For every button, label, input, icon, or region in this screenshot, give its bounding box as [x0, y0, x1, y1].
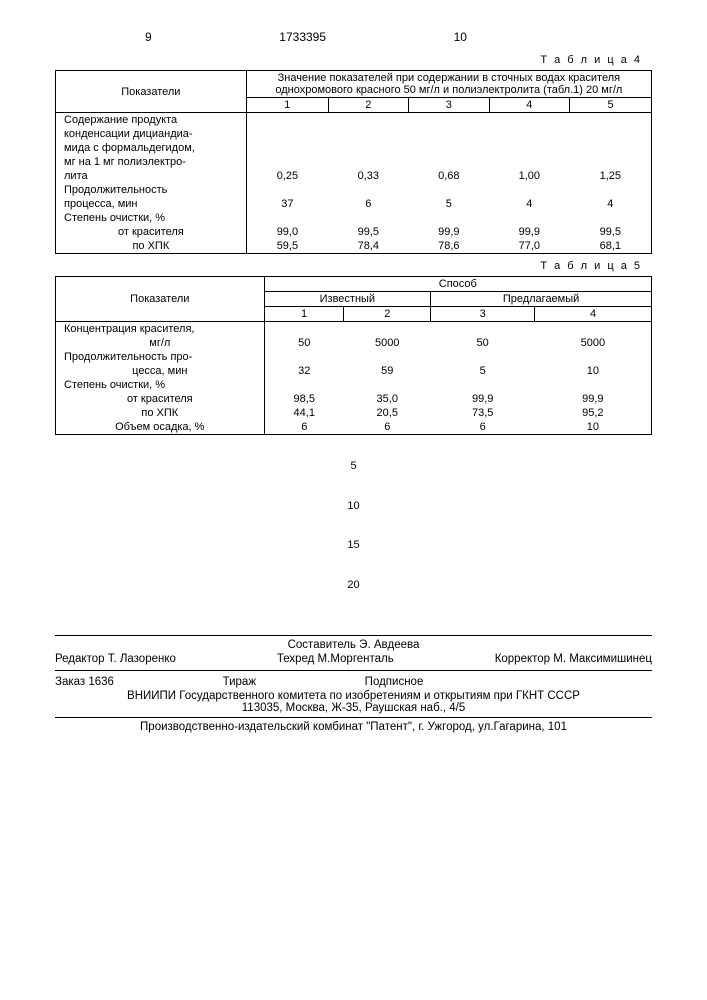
order: Заказ 1636	[55, 676, 114, 688]
page-header: 9 1733395 10	[55, 30, 652, 44]
t5-v2-1: 32	[264, 364, 344, 378]
t4-v3b-2: 99,5	[328, 225, 409, 239]
t4-v3b-5: 99,5	[570, 225, 652, 239]
t4-r3c: по ХПК	[56, 239, 247, 254]
t4-v2-4: 4	[489, 197, 570, 211]
table5-label: Т а б л и ц а 5	[55, 260, 642, 272]
print: Производственно-издательский комбинат "П…	[55, 721, 652, 733]
t5-v3b-1: 98,5	[264, 392, 344, 406]
compiler: Составитель Э. Авдеева	[55, 639, 652, 651]
t4-v2-3: 5	[409, 197, 490, 211]
ln15: 15	[55, 526, 652, 566]
t4-r1a: Содержание продукта	[56, 113, 247, 128]
t5-col3: 3	[431, 307, 535, 322]
t4-r1b: конденсации дициандиа-	[56, 127, 247, 141]
t4-v1-5: 1,25	[570, 169, 652, 183]
ln5: 5	[55, 447, 652, 487]
t4-r1d: мг на 1 мг полиэлектро-	[56, 155, 247, 169]
t4-v3c-3: 78,6	[409, 239, 490, 254]
t5-r3b: от красителя	[56, 392, 265, 406]
t4-v2-5: 4	[570, 197, 652, 211]
t5-v3c-3: 73,5	[431, 406, 535, 420]
t5-v1-4: 5000	[535, 336, 652, 350]
t5-r2b: цесса, мин	[56, 364, 265, 378]
t4-col5: 5	[570, 98, 652, 113]
techred: Техред М.Моргенталь	[277, 653, 394, 665]
t4-v1-4: 1,00	[489, 169, 570, 183]
t5-head-indicator: Показатели	[56, 277, 265, 322]
org2: 113035, Москва, Ж-35, Раушская наб., 4/5	[55, 702, 652, 714]
t5-r3c: по ХПК	[56, 406, 265, 420]
page-num-right: 10	[454, 30, 467, 44]
ln10: 10	[55, 487, 652, 527]
credits-block: Составитель Э. Авдеева Редактор Т. Лазор…	[55, 635, 652, 733]
t5-v4-2: 6	[344, 420, 431, 435]
t5-head-main: Способ	[264, 277, 651, 292]
table5: Показатели Способ Известный Предлагаемый…	[55, 276, 652, 435]
t4-v1-2: 0,33	[328, 169, 409, 183]
t5-v2-4: 10	[535, 364, 652, 378]
table4-label: Т а б л и ц а 4	[55, 54, 642, 66]
t5-r4: Объем осадка, %	[56, 420, 265, 435]
t4-v3b-3: 99,9	[409, 225, 490, 239]
t4-v2-2: 6	[328, 197, 409, 211]
page-num-left: 9	[145, 30, 152, 44]
t5-v4-3: 6	[431, 420, 535, 435]
t4-v1-1: 0,25	[246, 169, 328, 183]
t4-r3b: от красителя	[56, 225, 247, 239]
t4-r2a: Продолжительность	[56, 183, 247, 197]
t4-r1c: мида с формальдегидом,	[56, 141, 247, 155]
t5-r1a: Концентрация красителя,	[56, 322, 265, 337]
t4-col3: 3	[409, 98, 490, 113]
t5-sub2: Предлагаемый	[431, 292, 652, 307]
t4-r1e: лита	[56, 169, 247, 183]
t4-v3b-1: 99,0	[246, 225, 328, 239]
t5-v3b-2: 35,0	[344, 392, 431, 406]
t5-v4-1: 6	[264, 420, 344, 435]
t4-r2b: процесса, мин	[56, 197, 247, 211]
t4-head-indicator: Показатели	[56, 71, 247, 113]
line-numbers: 5 10 15 20	[55, 447, 652, 605]
t5-v1-2: 5000	[344, 336, 431, 350]
t4-col2: 2	[328, 98, 409, 113]
t4-v2-1: 37	[246, 197, 328, 211]
t4-v3b-4: 99,9	[489, 225, 570, 239]
t5-col4: 4	[535, 307, 652, 322]
t5-v3b-4: 99,9	[535, 392, 652, 406]
t5-v1-1: 50	[264, 336, 344, 350]
t4-r3a: Степень очистки, %	[56, 211, 247, 225]
t4-v3c-5: 68,1	[570, 239, 652, 254]
t4-col4: 4	[489, 98, 570, 113]
t5-v2-3: 5	[431, 364, 535, 378]
t5-v3c-2: 20,5	[344, 406, 431, 420]
t5-r2a: Продолжительность про-	[56, 350, 265, 364]
t5-col2: 2	[344, 307, 431, 322]
t4-v3c-4: 77,0	[489, 239, 570, 254]
t5-sub1: Известный	[264, 292, 431, 307]
org1: ВНИИПИ Государственного комитета по изоб…	[55, 690, 652, 702]
t5-v1-3: 50	[431, 336, 535, 350]
doc-number: 1733395	[279, 30, 326, 44]
t4-head-main: Значение показателей при содержании в ст…	[246, 71, 651, 98]
t5-col1: 1	[264, 307, 344, 322]
t4-v1-3: 0,68	[409, 169, 490, 183]
t5-v4-4: 10	[535, 420, 652, 435]
t4-v3c-1: 59,5	[246, 239, 328, 254]
t5-r3a: Степень очистки, %	[56, 378, 265, 392]
table4: Показатели Значение показателей при соде…	[55, 70, 652, 254]
t5-v2-2: 59	[344, 364, 431, 378]
corrector: Корректор М. Максимишинец	[495, 653, 652, 665]
t4-v3c-2: 78,4	[328, 239, 409, 254]
ln20: 20	[55, 566, 652, 606]
t5-r1b: мг/л	[56, 336, 265, 350]
t4-col1: 1	[246, 98, 328, 113]
sub: Подписное	[365, 676, 424, 688]
tirazh: Тираж	[223, 676, 256, 688]
t5-v3b-3: 99,9	[431, 392, 535, 406]
editor: Редактор Т. Лазоренко	[55, 653, 176, 665]
t5-v3c-4: 95,2	[535, 406, 652, 420]
t5-v3c-1: 44,1	[264, 406, 344, 420]
